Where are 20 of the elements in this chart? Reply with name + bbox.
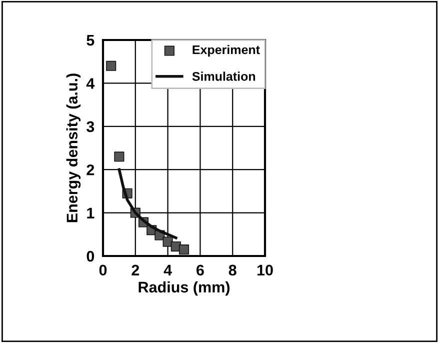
x-axis-title: Radius (mm) bbox=[138, 281, 230, 296]
y-tick-label: 5 bbox=[86, 35, 94, 46]
y-tick-label: 3 bbox=[86, 121, 94, 132]
x-tick-label: 4 bbox=[164, 264, 172, 276]
y-tick-label: 0 bbox=[86, 250, 94, 262]
x-tick-label: 8 bbox=[228, 264, 236, 276]
x-tick-label: 10 bbox=[257, 264, 273, 276]
point bbox=[106, 60, 116, 71]
point bbox=[178, 244, 190, 255]
x-tick-label: 2 bbox=[132, 264, 140, 276]
y-tick-label: 2 bbox=[86, 164, 94, 176]
y-tick-label: 1 bbox=[87, 208, 94, 218]
line-series bbox=[118, 168, 178, 240]
y-tick-label: 4 bbox=[86, 78, 95, 89]
legend-label: Simulation bbox=[192, 72, 256, 81]
y-axis-title: Energy density (a.u.) bbox=[66, 74, 81, 222]
point bbox=[114, 152, 124, 162]
legend-label: Experiment bbox=[192, 45, 260, 57]
x-tick-label: 0 bbox=[99, 264, 107, 276]
x-tick-label: 6 bbox=[196, 264, 204, 276]
